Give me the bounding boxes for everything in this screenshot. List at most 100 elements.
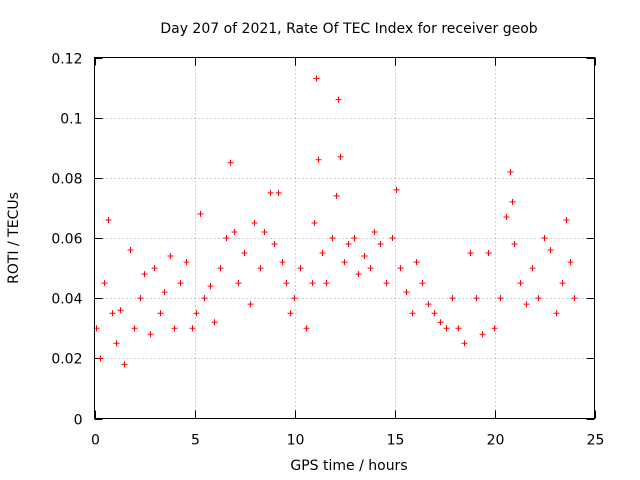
data-point: [523, 301, 530, 308]
data-point: [455, 325, 462, 332]
data-point: [211, 319, 218, 326]
data-point: [231, 228, 238, 235]
data-point: [291, 295, 298, 302]
data-point: [117, 307, 124, 314]
data-point: [571, 295, 578, 302]
data-point: [509, 198, 516, 205]
chart-title: Day 207 of 2021, Rate Of TEC Index for r…: [160, 21, 537, 37]
x-tick-label: 25: [587, 433, 605, 449]
data-point: [131, 325, 138, 332]
data-point: [403, 289, 410, 296]
data-point: [341, 259, 348, 266]
data-point: [177, 280, 184, 287]
y-tick-label: 0.04: [51, 292, 82, 308]
data-point: [491, 325, 498, 332]
data-point: [235, 280, 242, 287]
data-point: [313, 75, 320, 82]
data-point: [535, 295, 542, 302]
data-point: [507, 168, 514, 175]
data-point: [431, 310, 438, 317]
data-point: [151, 265, 158, 272]
y-tick-label: 0: [74, 413, 83, 429]
data-point: [443, 325, 450, 332]
data-point: [141, 271, 148, 278]
data-point: [517, 280, 524, 287]
data-point: [251, 219, 258, 226]
x-axis-title: GPS time / hours: [290, 458, 407, 474]
data-point: [449, 295, 456, 302]
data-point: [127, 247, 134, 254]
data-point: [397, 265, 404, 272]
data-point: [183, 259, 190, 266]
data-point: [367, 265, 374, 272]
x-tick-label: 5: [191, 433, 200, 449]
data-point: [271, 241, 278, 248]
data-point: [197, 210, 204, 217]
data-point: [425, 301, 432, 308]
data-point: [109, 310, 116, 317]
data-point: [147, 331, 154, 338]
data-point: [275, 189, 282, 196]
data-point: [329, 235, 336, 241]
data-point: [361, 253, 368, 260]
data-point: [511, 241, 518, 248]
data-point: [297, 265, 304, 272]
data-point: [189, 325, 196, 332]
data-point: [563, 216, 570, 223]
data-point: [547, 247, 554, 254]
data-point: [261, 228, 268, 235]
data-point: [311, 219, 318, 226]
data-point: [315, 156, 322, 163]
data-point: [217, 265, 224, 272]
data-point: [227, 159, 234, 166]
axis-ticks: [94, 57, 596, 420]
data-point: [309, 280, 316, 287]
data-point: [167, 253, 174, 260]
data-point: [223, 235, 230, 241]
data-point: [383, 280, 390, 287]
data-point: [279, 259, 286, 266]
data-point: [207, 283, 214, 290]
data-point: [485, 250, 492, 257]
data-point: [161, 289, 168, 296]
x-tick-label: 0: [91, 433, 100, 449]
data-point: [345, 241, 352, 248]
data-point: [479, 331, 486, 338]
plot-frame: [94, 57, 595, 419]
data-point: [473, 295, 480, 302]
data-point: [541, 235, 548, 241]
data-point: [393, 186, 400, 193]
data-point: [171, 325, 178, 332]
data-point: [101, 280, 108, 287]
data-points: [93, 75, 578, 368]
y-tick-label: 0.06: [51, 232, 82, 248]
y-tick-label: 0.1: [60, 112, 82, 128]
data-point: [303, 325, 310, 332]
data-point: [529, 265, 536, 272]
data-point: [355, 271, 362, 278]
data-point: [409, 310, 416, 317]
grid-lines: [94, 57, 595, 419]
data-point: [335, 96, 342, 103]
data-point: [559, 280, 566, 287]
y-tick-label: 0.02: [51, 352, 82, 368]
data-point: [121, 361, 128, 368]
data-point: [377, 241, 384, 248]
x-tick-label: 15: [387, 433, 405, 449]
data-point: [283, 280, 290, 287]
data-point: [241, 250, 248, 257]
y-axis-title: ROTI / TECUs: [6, 192, 22, 284]
data-point: [323, 280, 330, 287]
data-point: [351, 235, 358, 241]
data-point: [337, 153, 344, 160]
data-point: [371, 228, 378, 235]
x-tick-label: 20: [487, 433, 505, 449]
data-point: [201, 295, 208, 302]
data-point: [413, 259, 420, 266]
data-point: [113, 340, 120, 347]
y-tick-label: 0.12: [51, 52, 82, 68]
y-tick-label: 0.08: [51, 172, 82, 188]
data-point: [437, 319, 444, 326]
data-point: [567, 259, 574, 266]
data-point: [553, 310, 560, 317]
